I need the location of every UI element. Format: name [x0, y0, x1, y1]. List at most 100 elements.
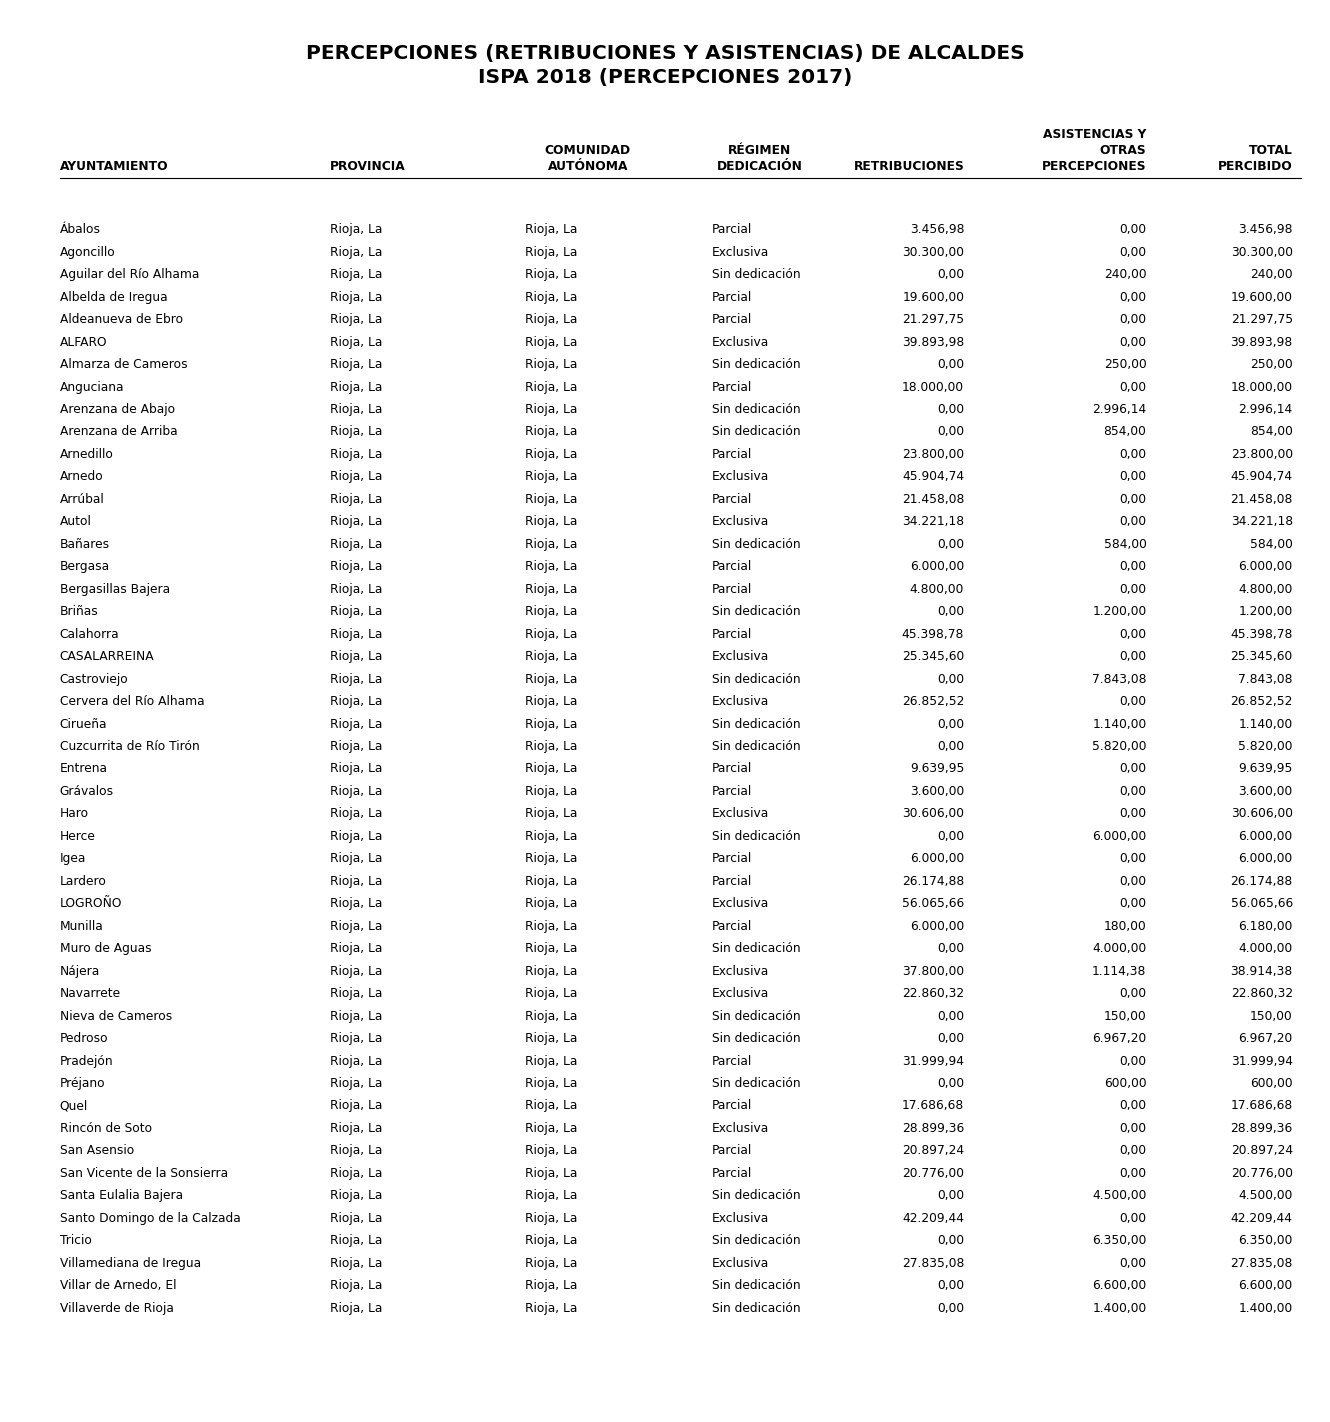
Text: Rioja, La: Rioja, La: [330, 358, 382, 371]
Text: Exclusiva: Exclusiva: [712, 695, 769, 708]
Text: 30.606,00: 30.606,00: [902, 808, 964, 820]
Text: Aguilar del Río Alhama: Aguilar del Río Alhama: [60, 269, 200, 282]
Text: 0,00: 0,00: [938, 718, 964, 731]
Text: 3.456,98: 3.456,98: [1238, 223, 1293, 236]
Text: 26.852,52: 26.852,52: [1230, 695, 1293, 708]
Text: 0,00: 0,00: [1120, 875, 1146, 887]
Text: 0,00: 0,00: [1120, 583, 1146, 596]
Text: Exclusiva: Exclusiva: [712, 987, 769, 1000]
Text: Santo Domingo de la Calzada: Santo Domingo de la Calzada: [60, 1212, 241, 1224]
Text: 6.967,20: 6.967,20: [1238, 1032, 1293, 1045]
Text: 240,00: 240,00: [1104, 269, 1146, 282]
Text: Igea: Igea: [60, 852, 86, 866]
Text: 39.893,98: 39.893,98: [1230, 336, 1293, 348]
Text: 1.200,00: 1.200,00: [1092, 606, 1146, 619]
Text: Munilla: Munilla: [60, 920, 104, 933]
Text: 0,00: 0,00: [1120, 695, 1146, 708]
Text: Rioja, La: Rioja, La: [330, 1257, 382, 1270]
Text: Sin dedicación: Sin dedicación: [712, 538, 801, 550]
Text: 56.065,66: 56.065,66: [1230, 897, 1293, 910]
Text: Rioja, La: Rioja, La: [525, 830, 577, 843]
Text: 0,00: 0,00: [938, 269, 964, 282]
Text: 0,00: 0,00: [938, 673, 964, 685]
Text: 6.967,20: 6.967,20: [1092, 1032, 1146, 1045]
Text: Rioja, La: Rioja, La: [330, 583, 382, 596]
Text: Santa Eulalia Bajera: Santa Eulalia Bajera: [60, 1189, 184, 1203]
Text: Exclusiva: Exclusiva: [712, 336, 769, 348]
Text: 31.999,94: 31.999,94: [902, 1055, 964, 1068]
Text: Rioja, La: Rioja, La: [330, 269, 382, 282]
Text: Rioja, La: Rioja, La: [525, 269, 577, 282]
Text: Rioja, La: Rioja, La: [330, 336, 382, 348]
Text: 30.300,00: 30.300,00: [902, 246, 964, 259]
Text: TOTAL
PERCIBIDO: TOTAL PERCIBIDO: [1218, 145, 1293, 173]
Text: PROVINCIA: PROVINCIA: [330, 161, 406, 173]
Text: 0,00: 0,00: [938, 1301, 964, 1315]
Text: Agoncillo: Agoncillo: [60, 246, 116, 259]
Text: Sin dedicación: Sin dedicación: [712, 402, 801, 417]
Text: Sin dedicación: Sin dedicación: [712, 1076, 801, 1091]
Text: Rioja, La: Rioja, La: [525, 1167, 577, 1180]
Text: LOGROÑO: LOGROÑO: [60, 897, 122, 910]
Text: 854,00: 854,00: [1104, 425, 1146, 438]
Text: 4.000,00: 4.000,00: [1092, 943, 1146, 956]
Text: Rioja, La: Rioja, La: [330, 808, 382, 820]
Text: 0,00: 0,00: [938, 1032, 964, 1045]
Text: Rioja, La: Rioja, La: [525, 1010, 577, 1022]
Text: Parcial: Parcial: [712, 223, 751, 236]
Text: 5.820,00: 5.820,00: [1238, 739, 1293, 754]
Text: 6.350,00: 6.350,00: [1092, 1234, 1146, 1247]
Text: Rioja, La: Rioja, La: [330, 538, 382, 550]
Text: Rioja, La: Rioja, La: [330, 987, 382, 1000]
Text: 6.180,00: 6.180,00: [1238, 920, 1293, 933]
Text: Rioja, La: Rioja, La: [525, 1145, 577, 1158]
Text: Sin dedicación: Sin dedicación: [712, 1280, 801, 1293]
Text: 30.300,00: 30.300,00: [1230, 246, 1293, 259]
Text: Rioja, La: Rioja, La: [525, 1280, 577, 1293]
Text: Rincón de Soto: Rincón de Soto: [60, 1122, 152, 1135]
Text: Haro: Haro: [60, 808, 89, 820]
Text: Rioja, La: Rioja, La: [525, 223, 577, 236]
Text: Lardero: Lardero: [60, 875, 106, 887]
Text: Parcial: Parcial: [712, 1055, 751, 1068]
Text: 30.606,00: 30.606,00: [1230, 808, 1293, 820]
Text: Rioja, La: Rioja, La: [330, 606, 382, 619]
Text: 0,00: 0,00: [938, 1010, 964, 1022]
Text: 0,00: 0,00: [938, 1189, 964, 1203]
Text: Rioja, La: Rioja, La: [525, 762, 577, 775]
Text: Rioja, La: Rioja, La: [525, 448, 577, 461]
Text: Sin dedicación: Sin dedicación: [712, 606, 801, 619]
Text: 0,00: 0,00: [1120, 448, 1146, 461]
Text: 1.114,38: 1.114,38: [1092, 964, 1146, 978]
Text: 2.996,14: 2.996,14: [1238, 402, 1293, 417]
Text: Aldeanueva de Ebro: Aldeanueva de Ebro: [60, 313, 184, 326]
Text: AYUNTAMIENTO: AYUNTAMIENTO: [60, 161, 169, 173]
Text: Rioja, La: Rioja, La: [330, 1167, 382, 1180]
Text: RETRIBUCIONES: RETRIBUCIONES: [854, 161, 964, 173]
Text: Rioja, La: Rioja, La: [330, 650, 382, 663]
Text: ISPA 2018 (PERCEPCIONES 2017): ISPA 2018 (PERCEPCIONES 2017): [477, 68, 853, 87]
Text: Rioja, La: Rioja, La: [525, 718, 577, 731]
Text: 45.904,74: 45.904,74: [1230, 471, 1293, 483]
Text: Parcial: Parcial: [712, 1145, 751, 1158]
Text: 39.893,98: 39.893,98: [902, 336, 964, 348]
Text: Entrena: Entrena: [60, 762, 108, 775]
Text: 0,00: 0,00: [1120, 650, 1146, 663]
Text: 0,00: 0,00: [938, 606, 964, 619]
Text: Ábalos: Ábalos: [60, 223, 101, 236]
Text: 6.600,00: 6.600,00: [1092, 1280, 1146, 1293]
Text: Sin dedicación: Sin dedicación: [712, 358, 801, 371]
Text: 21.458,08: 21.458,08: [902, 493, 964, 506]
Text: 0,00: 0,00: [1120, 1122, 1146, 1135]
Text: 28.899,36: 28.899,36: [1230, 1122, 1293, 1135]
Text: 0,00: 0,00: [938, 358, 964, 371]
Text: Rioja, La: Rioja, La: [525, 1122, 577, 1135]
Text: 45.398,78: 45.398,78: [1230, 627, 1293, 641]
Text: Villaverde de Rioja: Villaverde de Rioja: [60, 1301, 174, 1315]
Text: Rioja, La: Rioja, La: [525, 943, 577, 956]
Text: Cuzcurrita de Río Tirón: Cuzcurrita de Río Tirón: [60, 739, 200, 754]
Text: Exclusiva: Exclusiva: [712, 1122, 769, 1135]
Text: Rioja, La: Rioja, La: [525, 808, 577, 820]
Text: Rioja, La: Rioja, La: [330, 875, 382, 887]
Text: Rioja, La: Rioja, La: [525, 739, 577, 754]
